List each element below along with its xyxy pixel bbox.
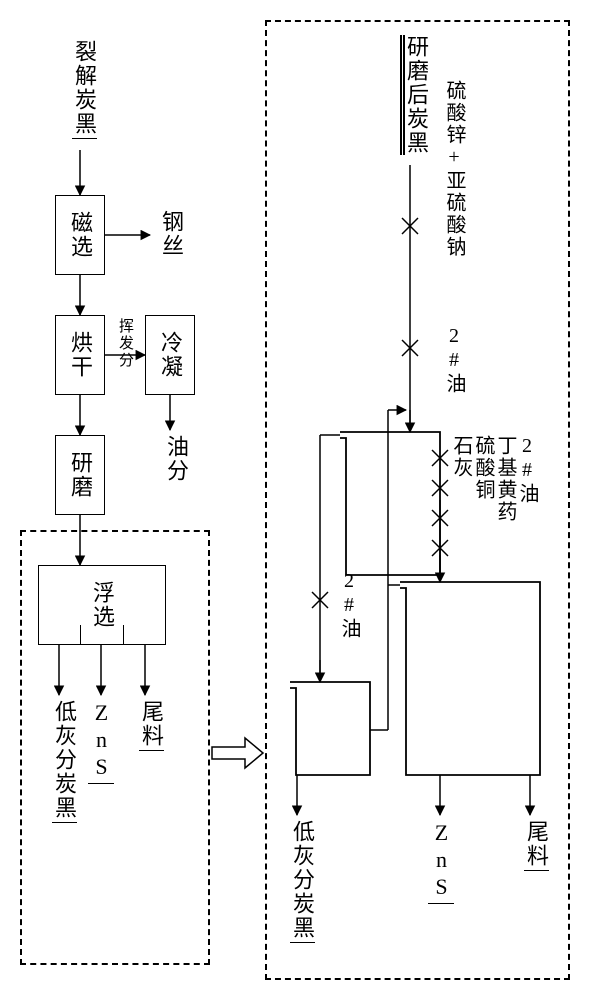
- side-oil: 油分: [160, 435, 192, 483]
- right-out-tail: 尾料: [520, 820, 552, 871]
- label-condense: 冷凝: [154, 331, 186, 379]
- divider2: [123, 625, 124, 645]
- text-left-lowash: 低灰分炭黑: [52, 700, 77, 823]
- label-magsep: 磁选: [64, 211, 96, 259]
- reagent-2: 2#油: [440, 325, 469, 395]
- left-out-zns: ZnS: [88, 700, 114, 790]
- left-out-tail: 尾料: [135, 700, 167, 751]
- label-dry: 烘干: [64, 331, 96, 379]
- box-dry: 烘干: [55, 315, 105, 395]
- right-input: 研磨后炭黑: [400, 35, 432, 155]
- right-out-zns: ZnS: [428, 820, 454, 910]
- label-grind: 研磨: [64, 451, 96, 499]
- box-magsep: 磁选: [55, 195, 105, 275]
- side-steel: 钢丝: [155, 210, 187, 258]
- reagent-4: 2#油: [335, 570, 364, 640]
- text-left-tail: 尾料: [139, 700, 164, 751]
- box-condense: 冷凝: [145, 315, 195, 395]
- text-left-input: 裂解炭黑: [72, 40, 97, 139]
- right-out-lowash: 低灰分炭黑: [286, 820, 318, 943]
- left-out-lowash: 低灰分炭黑: [48, 700, 80, 823]
- text-right-lowash: 低灰分炭黑: [290, 820, 315, 943]
- left-input: 裂解炭黑: [68, 40, 100, 139]
- text-right-input: 研磨后炭黑: [404, 35, 429, 155]
- divider1: [80, 625, 81, 645]
- side-volatile: 挥发分: [115, 318, 136, 369]
- text-right-zns: ZnS: [428, 820, 454, 904]
- reagent-3d: 2#油: [513, 435, 542, 505]
- reagent-1: 硫酸锌+亚硫酸钠: [440, 80, 469, 258]
- box-float: 浮选: [38, 565, 166, 645]
- label-float: 浮选: [86, 581, 118, 629]
- text-right-tail: 尾料: [524, 820, 549, 871]
- text-left-zns: ZnS: [88, 700, 114, 784]
- box-grind: 研磨: [55, 435, 105, 515]
